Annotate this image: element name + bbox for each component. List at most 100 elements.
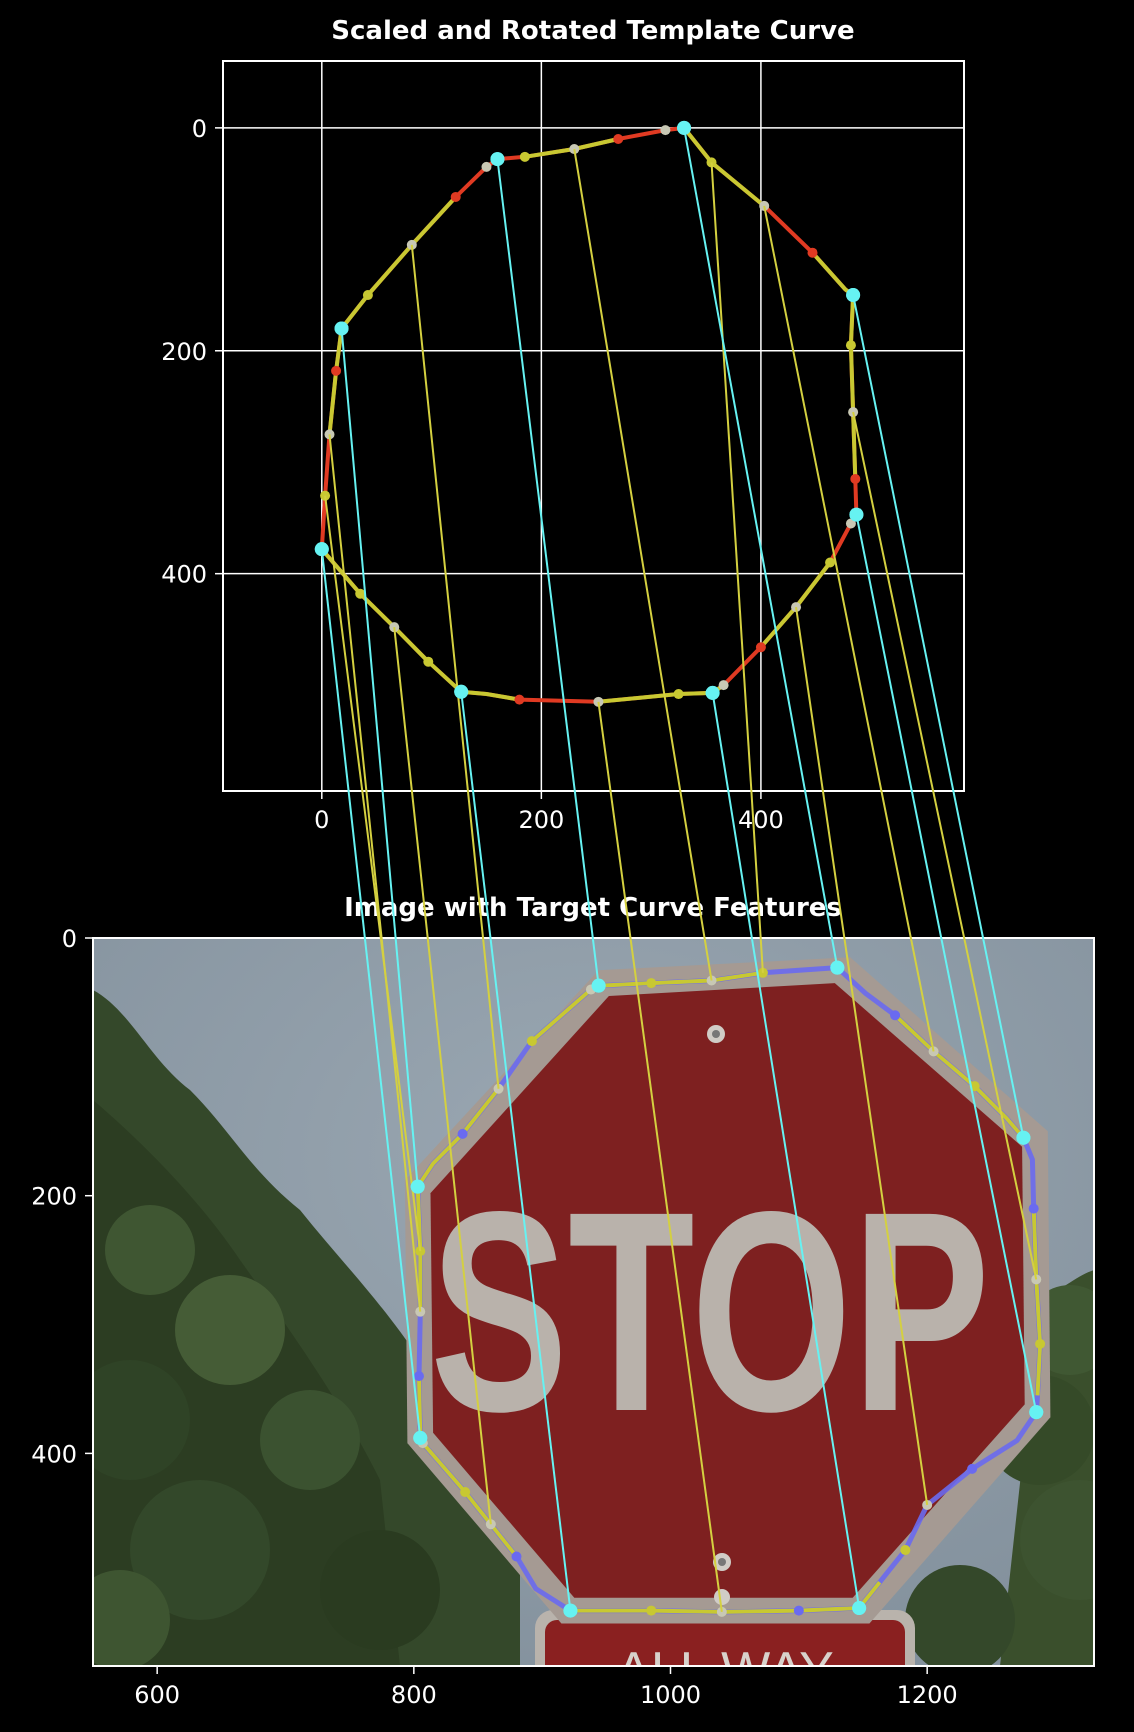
template-point-gray — [718, 680, 729, 691]
template-plot-frame — [222, 60, 965, 792]
template-xtick-label: 400 — [738, 806, 784, 834]
target-ytick-label: 0 — [62, 925, 77, 953]
target-point-yellow — [900, 1545, 911, 1556]
target-point-blue — [511, 1551, 522, 1562]
template-point-red — [807, 247, 818, 258]
target-point-yellow — [460, 1487, 471, 1498]
template-ytick-label: 0 — [192, 115, 207, 143]
template-point-yellow — [845, 340, 856, 351]
target-curve-yellow-segment — [415, 1087, 501, 1312]
match-endpoint-target — [1016, 1130, 1031, 1145]
match-line-cyan — [340, 328, 419, 1187]
match-endpoint-target — [1029, 1405, 1044, 1420]
match-line-yellow — [410, 244, 500, 1089]
match-endpoint-template — [677, 120, 692, 135]
match-line-yellow — [393, 627, 492, 1525]
target-point-blue — [457, 1128, 468, 1139]
template-ytick-label: 200 — [161, 338, 207, 366]
trees-left — [93, 990, 520, 1666]
all-way-text: ALL WAY — [616, 1642, 834, 1700]
match-endpoint-template — [334, 321, 349, 336]
template-xtick-label: 200 — [518, 806, 564, 834]
target-point-blue — [413, 1371, 424, 1382]
template-curve-yellow-segment — [811, 251, 858, 479]
target-point-yellow — [646, 1605, 657, 1616]
feature-match-lines — [320, 127, 1038, 1613]
template-tick-labels: 0 200 400 0 200 400 — [161, 115, 784, 834]
template-point-yellow — [423, 656, 434, 667]
match-endpoints — [314, 120, 1044, 1618]
match-line-yellow — [597, 701, 723, 1613]
template-point-yellow — [362, 290, 373, 301]
template-point-yellow — [355, 588, 366, 599]
match-line-cyan — [855, 514, 1038, 1413]
template-point-red — [755, 642, 766, 653]
target-point-blue — [1028, 1203, 1039, 1214]
target-ytick-label: 400 — [31, 1440, 77, 1468]
match-endpoint-template — [846, 288, 861, 303]
match-line-yellow — [795, 606, 929, 1506]
match-endpoint-template — [490, 152, 505, 167]
template-curve-yellow-segment — [327, 195, 458, 435]
match-endpoint-target — [413, 1430, 428, 1445]
stop-text: STOP — [430, 1153, 990, 1471]
match-line-cyan — [852, 294, 1025, 1138]
match-line-yellow — [573, 148, 713, 981]
target-point-yellow — [646, 978, 657, 989]
match-endpoint-template — [454, 684, 469, 699]
target-curve-yellow-segment — [1031, 1208, 1043, 1396]
target-ytick-label: 200 — [31, 1183, 77, 1211]
match-endpoint-template — [849, 507, 864, 522]
target-point-blue — [890, 1010, 901, 1021]
stop-sign-face — [430, 983, 1025, 1598]
target-image-plot: Image with Target Curve Features — [31, 893, 1095, 1709]
match-line-cyan — [683, 127, 839, 968]
template-point-gray — [845, 518, 856, 529]
target-xtick-label: 1200 — [897, 1681, 958, 1709]
template-point-yellow — [673, 689, 684, 700]
match-line-cyan — [460, 691, 572, 1611]
match-endpoint-target — [410, 1179, 425, 1194]
template-point-red — [613, 134, 624, 145]
match-line-yellow — [328, 434, 422, 1312]
stop-sign-photo: ALL WAY STOP — [93, 938, 1094, 1700]
template-point-yellow — [519, 151, 530, 162]
template-gridlines — [223, 61, 964, 791]
template-plot: Scaled and Rotated Template Curve 0 200 40… — [161, 16, 965, 834]
target-tick-labels: 600 800 1000 1200 0 200 400 — [31, 925, 958, 1709]
template-point-red — [450, 191, 461, 202]
target-point-blue — [967, 1463, 978, 1474]
target-point-blue — [793, 1605, 804, 1616]
target-image-title: Image with Target Curve Features — [344, 893, 842, 923]
match-line-cyan — [496, 158, 600, 986]
match-endpoint-target — [852, 1601, 867, 1616]
target-xtick-label: 800 — [391, 1681, 437, 1709]
template-point-red — [331, 365, 342, 376]
match-endpoint-target — [563, 1603, 578, 1618]
match-line-yellow — [324, 495, 422, 1252]
target-xtick-label: 600 — [134, 1681, 180, 1709]
match-line-yellow — [710, 162, 764, 973]
match-endpoint-target — [830, 960, 845, 975]
template-point-gray — [660, 125, 671, 136]
target-curve-yellow-segment — [530, 970, 764, 1043]
template-point-gray — [481, 161, 492, 172]
match-line-yellow — [763, 205, 935, 1052]
sign-bolts — [707, 1025, 731, 1605]
match-line-yellow — [852, 411, 1038, 1280]
target-point-yellow — [526, 1036, 537, 1047]
template-point-red — [850, 473, 861, 484]
match-endpoint-template — [314, 542, 329, 557]
match-line-cyan — [711, 692, 861, 1609]
template-plot-title: Scaled and Rotated Template Curve — [331, 16, 854, 46]
target-point-yellow — [1035, 1338, 1046, 1349]
all-way-sign: ALL WAY — [535, 1610, 915, 1700]
template-xtick-label: 0 — [314, 806, 329, 834]
match-endpoint-template — [705, 685, 720, 700]
match-line-cyan — [320, 549, 422, 1439]
target-xtick-label: 1000 — [640, 1681, 701, 1709]
template-ytick-label: 400 — [161, 561, 207, 589]
template-point-red — [514, 694, 525, 705]
template-point-yellow — [825, 557, 836, 568]
